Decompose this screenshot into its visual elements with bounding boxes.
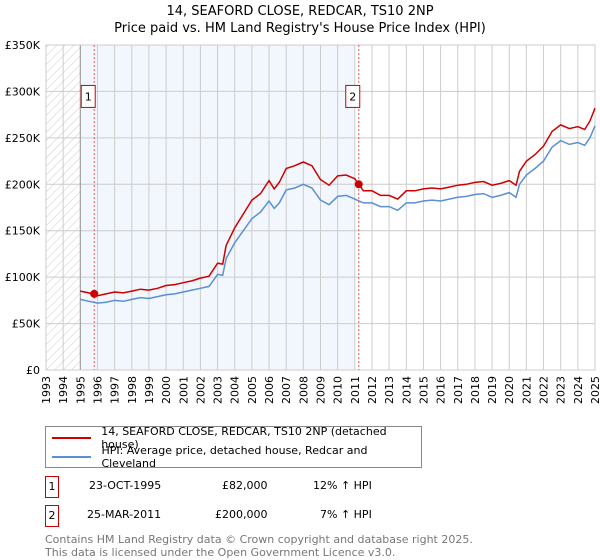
- footer: Contains HM Land Registry data © Crown c…: [45, 533, 473, 559]
- chart-subtitle: Price paid vs. HM Land Registry's House …: [114, 21, 486, 36]
- x-tick-label: 2000: [160, 376, 173, 404]
- y-tick-label: £200K: [5, 178, 41, 191]
- x-tick-label: 2005: [246, 376, 259, 404]
- x-tick-label: 2018: [469, 376, 482, 404]
- legend-label: HPI: Average price, detached house, Redc…: [101, 444, 368, 470]
- x-tick-label: 2015: [417, 376, 430, 404]
- sale-point: [354, 180, 363, 189]
- y-tick-label: £250K: [5, 132, 41, 145]
- footer-line: This data is licensed under the Open Gov…: [45, 546, 396, 559]
- y-tick-label: £350K: [5, 39, 41, 52]
- x-tick-label: 2002: [194, 376, 207, 404]
- y-tick-label: £100K: [5, 271, 41, 284]
- series-line: [80, 125, 596, 304]
- legend-item-property: 14, SEAFORD CLOSE, REDCAR, TS10 2NP (det…: [52, 425, 421, 451]
- transaction-date: 23-OCT-1995: [89, 479, 162, 492]
- legend-swatch-blue: [52, 456, 92, 458]
- transaction-date: 25-MAR-2011: [87, 508, 162, 521]
- x-tick-label: 2023: [555, 376, 568, 404]
- x-tick-label: 2017: [452, 376, 465, 404]
- transaction-price: £200,000: [215, 508, 268, 521]
- x-tick-label: 2007: [280, 376, 293, 404]
- transaction-row: 1 23-OCT-1995 £82,000 12% ↑ HPI: [45, 476, 445, 498]
- x-tick-label: 2014: [400, 376, 413, 404]
- y-tick-label: £0: [26, 364, 40, 377]
- x-tick-label: 1997: [109, 376, 122, 404]
- x-tick-label: 2003: [212, 376, 225, 404]
- x-tick-label: 2008: [297, 376, 310, 404]
- sale-label-box: [345, 84, 361, 108]
- x-tick-label: 2012: [366, 376, 379, 404]
- x-tick-label: 2020: [503, 376, 516, 404]
- x-tick-label: 2011: [349, 376, 362, 404]
- x-tick-label: 2013: [383, 376, 396, 404]
- x-tick-label: 2006: [263, 376, 276, 404]
- x-tick-label: 2016: [435, 376, 448, 404]
- x-tick-label: 2001: [177, 376, 190, 404]
- price-chart: 1993 1994 1995 1996 1997 1998 1999 2000 2001 2002…: [5, 39, 600, 404]
- y-tick-label: £150K: [5, 225, 41, 238]
- transaction-price: £82,000: [222, 479, 268, 492]
- plot-border: [45, 44, 596, 371]
- x-tick-label: 1998: [126, 376, 139, 404]
- x-tick-label: 1994: [57, 376, 70, 404]
- x-tick-label: 2022: [538, 376, 551, 404]
- x-tick-label: 2025: [589, 376, 600, 404]
- sale-point: [90, 289, 99, 298]
- x-tick-label: 2024: [572, 376, 585, 404]
- legend: 14, SEAFORD CLOSE, REDCAR, TS10 2NP (det…: [45, 425, 422, 470]
- x-tick-label: 2004: [229, 376, 242, 404]
- sale-label-box: [80, 84, 96, 108]
- x-tick-label: 1996: [91, 376, 104, 404]
- transaction-hpi: 12% ↑ HPI: [313, 479, 372, 492]
- chart-title: 14, SEAFORD CLOSE, REDCAR, TS10 2NP: [166, 4, 434, 19]
- x-tick-label: 2021: [520, 376, 533, 404]
- transaction-badge: 1: [45, 476, 59, 498]
- x-tick-label: 1993: [40, 376, 53, 404]
- transaction-hpi: 7% ↑ HPI: [320, 508, 372, 521]
- x-tick-label: 2010: [332, 376, 345, 404]
- x-tick-label: 2009: [315, 376, 328, 404]
- y-tick-label: £300K: [5, 85, 41, 98]
- y-tick-label: £50K: [12, 318, 41, 331]
- series-line: [80, 107, 596, 297]
- sale-label: 2: [349, 90, 356, 103]
- sale-label: 1: [85, 90, 92, 103]
- x-tick-label: 1999: [143, 376, 156, 404]
- x-tick-label: 1995: [74, 376, 87, 404]
- transaction-badge: 2: [45, 505, 59, 527]
- x-tick-label: 2019: [486, 376, 499, 404]
- legend-swatch-red: [52, 437, 92, 439]
- transaction-row: 2 25-MAR-2011 £200,000 7% ↑ HPI: [45, 505, 445, 527]
- legend-label: 14, SEAFORD CLOSE, REDCAR, TS10 2NP (det…: [101, 425, 387, 451]
- footer-line: Contains HM Land Registry data © Crown c…: [45, 533, 473, 546]
- legend-item-hpi: HPI: Average price, detached house, Redc…: [52, 444, 421, 470]
